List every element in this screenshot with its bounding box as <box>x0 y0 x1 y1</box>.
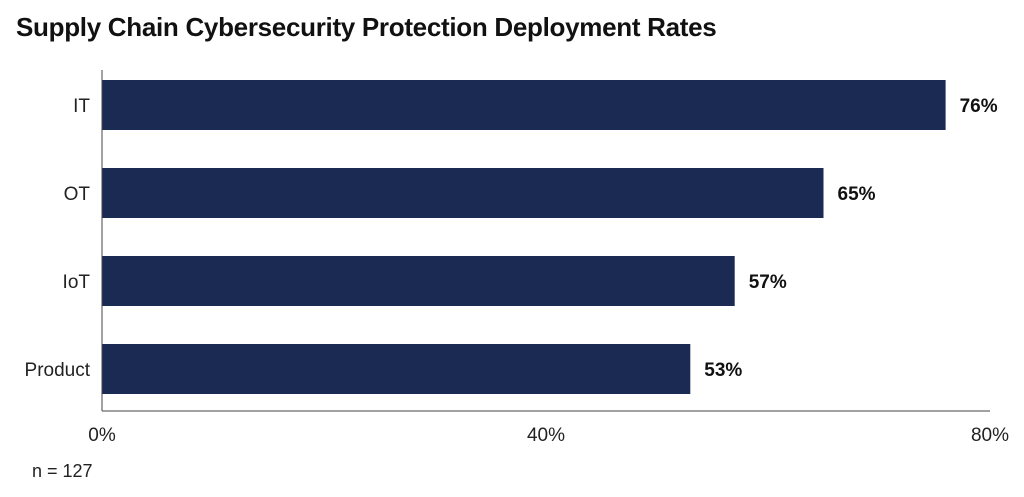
category-label-iot: IoT <box>63 272 91 293</box>
chart-title: Supply Chain Cybersecurity Protection De… <box>16 12 717 42</box>
value-label-product: 53% <box>704 360 742 381</box>
x-tick-label: 0% <box>88 425 116 446</box>
bars-group <box>102 80 946 394</box>
value-label-it: 76% <box>960 96 998 117</box>
category-label-it: IT <box>73 96 90 117</box>
value-labels: 76% 65% 57% 53% <box>704 96 997 381</box>
bar-product <box>102 344 691 394</box>
category-label-ot: OT <box>64 184 91 205</box>
category-label-product: Product <box>25 360 91 381</box>
x-tick-label: 40% <box>527 425 565 446</box>
value-label-iot: 57% <box>749 272 787 293</box>
category-labels: IT OT IoT Product <box>25 96 91 381</box>
sample-size-note: n = 127 <box>32 461 93 481</box>
x-axis-ticks: 0% 40% 80% <box>88 425 1009 446</box>
x-tick-label: 80% <box>971 425 1009 446</box>
value-label-ot: 65% <box>838 184 876 205</box>
bar-iot <box>102 256 735 306</box>
bar-it <box>102 80 946 130</box>
bar-ot <box>102 168 824 218</box>
